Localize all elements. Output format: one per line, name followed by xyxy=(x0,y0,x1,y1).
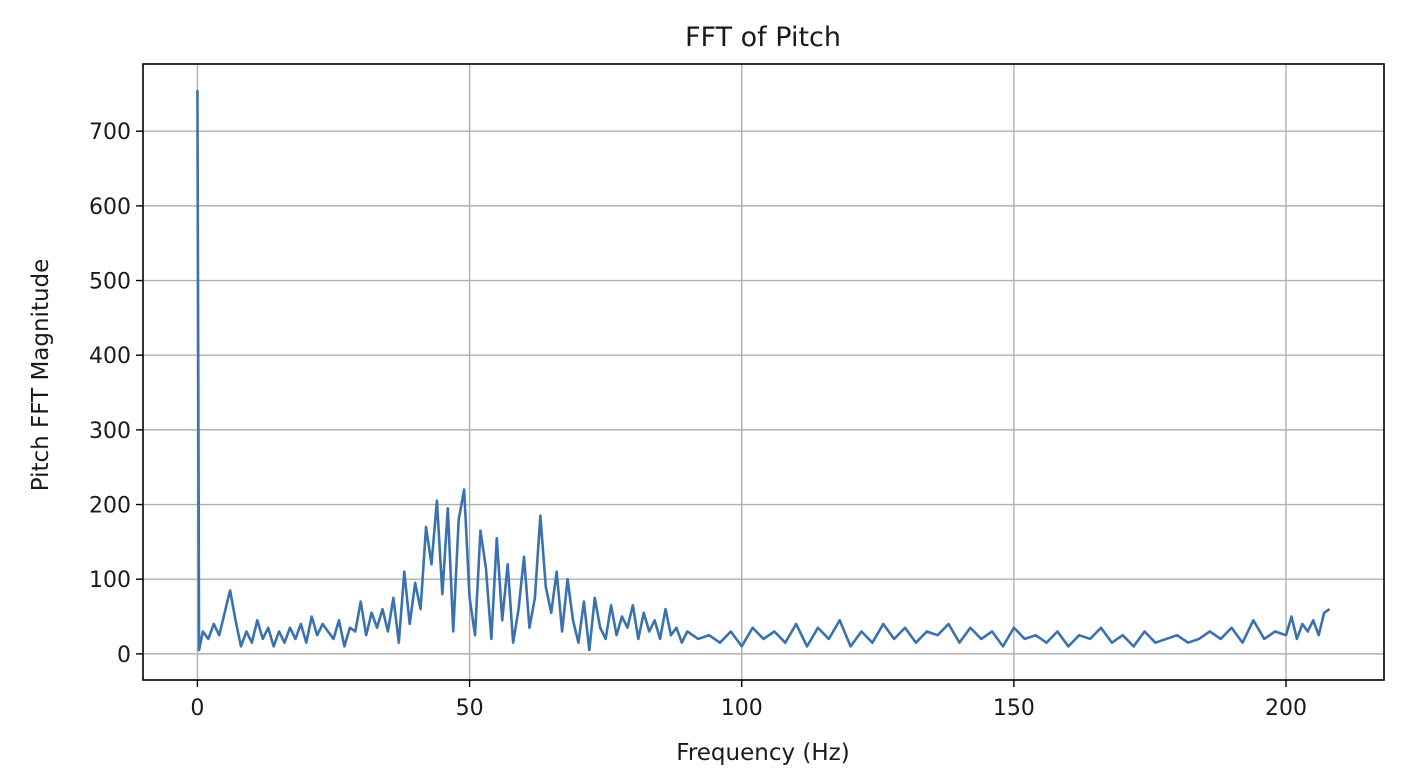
y-tick-label: 700 xyxy=(89,120,131,145)
y-tick-label: 100 xyxy=(89,568,131,593)
ticks: 0 50 100 150 200 0 100 200 300 400 500 600 700 xyxy=(89,120,1307,721)
y-tick-label: 300 xyxy=(89,419,131,444)
y-tick-label: 0 xyxy=(117,643,131,668)
grid xyxy=(143,64,1384,680)
x-tick-label: 0 xyxy=(190,696,204,721)
y-axis-label: Pitch FFT Magnitude xyxy=(28,259,54,492)
plot-frame xyxy=(142,63,1385,681)
y-tick-label: 600 xyxy=(89,195,131,220)
x-axis-label: Frequency (Hz) xyxy=(676,740,849,766)
x-tick-label: 150 xyxy=(993,696,1035,721)
y-tick-label: 200 xyxy=(89,494,131,519)
series-group xyxy=(196,90,1331,652)
y-tick-label: 400 xyxy=(89,344,131,369)
chart-title: FFT of Pitch xyxy=(685,22,841,53)
x-tick-label: 50 xyxy=(456,696,484,721)
x-tick-label: 100 xyxy=(721,696,763,721)
series-line xyxy=(196,90,1331,652)
x-tick-label: 200 xyxy=(1265,696,1307,721)
y-tick-label: 500 xyxy=(89,270,131,295)
